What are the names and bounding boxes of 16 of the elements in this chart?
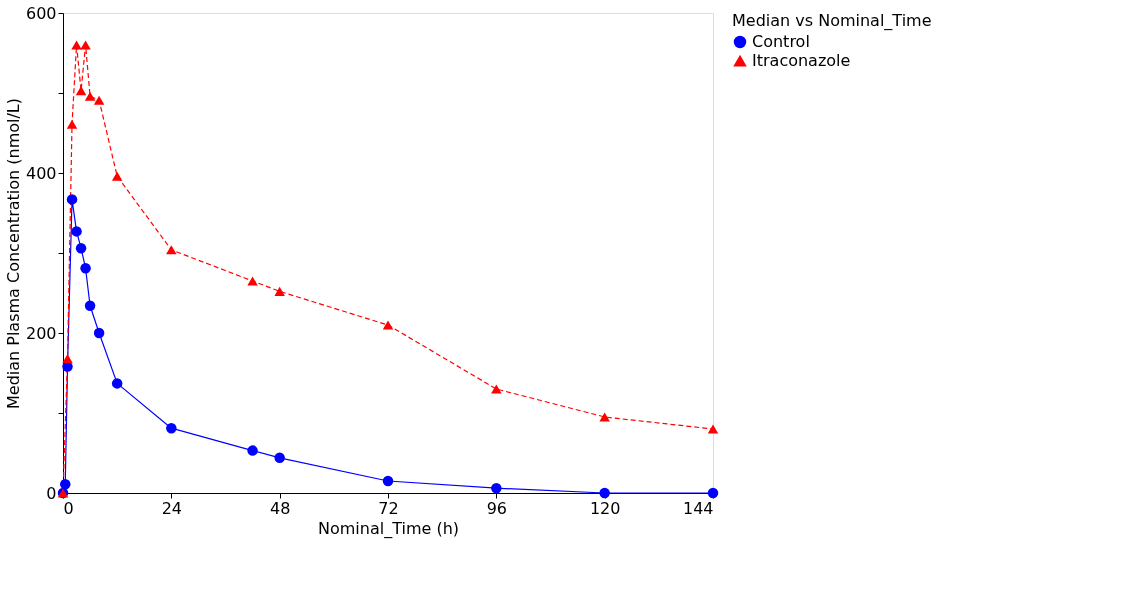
y-tick-label: 400 xyxy=(25,163,57,183)
x-axis-title: Nominal_Time (h) xyxy=(317,518,460,539)
x-tick-label: 24 xyxy=(161,498,183,518)
legend-title: Median vs Nominal_Time xyxy=(732,11,932,31)
y-tick-label: 0 xyxy=(46,483,57,503)
x-tick-label: 96 xyxy=(486,498,508,518)
legend-label: Itraconazole xyxy=(752,51,851,70)
x-tick-label: 48 xyxy=(269,498,291,518)
x-tick-label: 0 xyxy=(63,498,74,518)
x-tick-label: 144 xyxy=(682,498,714,518)
x-tick-label: 72 xyxy=(378,498,399,518)
y-tick-label: 600 xyxy=(25,3,57,23)
x-tick-label: 120 xyxy=(589,498,621,518)
legend-label: Control xyxy=(752,32,810,51)
y-axis-title: Median Plasma Concentration (nmol/L) xyxy=(3,97,23,410)
y-tick-label: 200 xyxy=(25,323,57,343)
